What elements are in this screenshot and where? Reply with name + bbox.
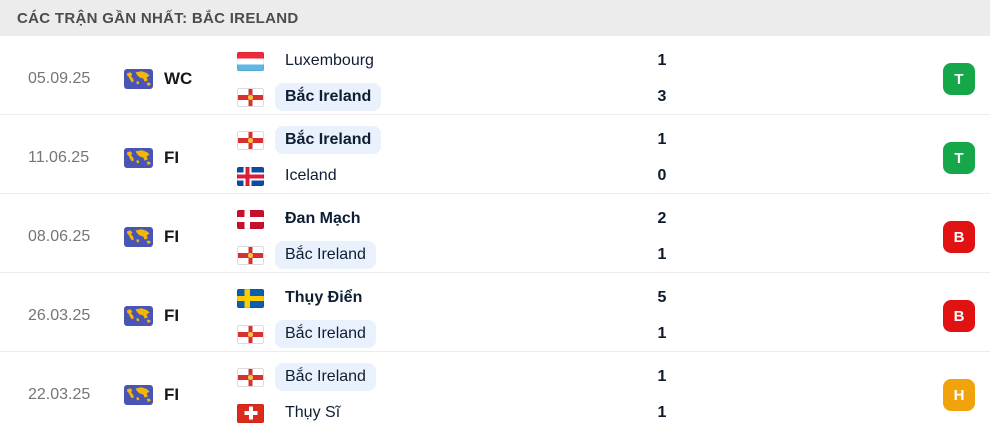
match-date: 11.06.25 [28,149,90,166]
competition-code: WC [164,69,193,88]
team-row: Luxembourg 1 [237,44,943,78]
competition: FI [124,148,237,168]
team-name: Luxembourg [285,52,374,70]
team-flag-icon [237,288,264,308]
team-score: 1 [657,52,667,69]
match-row[interactable]: 08.06.25 FI Đan Mạch 2 Bắc Irel [0,194,990,273]
widget-header: CÁC TRẬN GẦN NHẤT: BẮC IRELAND [0,0,990,36]
match-date: 26.03.25 [28,307,91,324]
match-list: 05.09.25 WC Luxembourg 1 Bắc Ir [0,36,990,430]
team-score: 1 [657,325,667,342]
team-flag-icon [237,51,264,71]
teams: Thụy Điển 5 Bắc Ireland 1 [237,281,943,351]
team-flag-icon [237,324,264,344]
recent-matches-widget: CÁC TRẬN GẦN NHẤT: BẮC IRELAND 05.09.25 … [0,0,990,407]
result-badge: H [943,379,975,411]
result-badge: B [943,300,975,332]
competition: FI [124,227,237,247]
competition-code: FI [164,148,180,167]
team-row: Đan Mạch 2 [237,202,943,236]
teams: Bắc Ireland 1 Iceland 0 [237,123,943,193]
competition: FI [124,306,237,326]
team-score: 1 [657,368,667,385]
team-row: Bắc Ireland 1 [237,360,943,394]
team-score: 2 [657,210,667,227]
competition-code: FI [164,227,180,246]
match-date: 22.03.25 [28,386,91,403]
team-score: 5 [657,289,667,306]
team-flag-icon [237,403,264,423]
result-badge: B [943,221,975,253]
team-name: Đan Mạch [285,210,361,228]
team-row: Thụy Điển 5 [237,281,943,315]
teams: Đan Mạch 2 Bắc Ireland 1 [237,202,943,272]
team-row: Iceland 0 [237,159,943,193]
teams: Luxembourg 1 Bắc Ireland 3 [237,44,943,114]
world-map-icon [124,148,153,168]
team-row: Thụy Sĩ 1 [237,396,943,430]
widget-title: CÁC TRẬN GẦN NHẤT: BẮC IRELAND [17,9,299,27]
competition-code: FI [164,306,180,325]
team-flag-icon [237,87,264,107]
team-score: 0 [657,167,667,184]
match-date: 08.06.25 [28,228,91,245]
team-name: Bắc Ireland [275,241,376,269]
competition: FI [124,385,237,405]
team-flag-icon [237,209,264,229]
team-score: 1 [657,246,667,263]
team-name: Iceland [285,167,337,185]
teams: Bắc Ireland 1 Thụy Sĩ 1 [237,360,943,430]
team-flag-icon [237,166,264,186]
team-row: Bắc Ireland 1 [237,317,943,351]
team-flag-icon [237,245,264,265]
team-flag-icon [237,130,264,150]
competition-code: FI [164,385,180,404]
team-name: Bắc Ireland [275,126,382,154]
team-name: Thụy Sĩ [285,404,341,422]
match-row[interactable]: 11.06.25 FI Bắc Ireland 1 Icela [0,115,990,194]
result-badge: T [943,63,975,95]
team-name: Bắc Ireland [275,320,376,348]
world-map-icon [124,385,153,405]
team-row: Bắc Ireland 3 [237,80,943,114]
world-map-icon [124,306,153,326]
competition: WC [124,69,237,89]
match-row[interactable]: 05.09.25 WC Luxembourg 1 Bắc Ir [0,36,990,115]
result-badge: T [943,142,975,174]
match-date: 05.09.25 [28,70,91,87]
world-map-icon [124,227,153,247]
match-row[interactable]: 26.03.25 FI Thụy Điển 5 Bắc Ire [0,273,990,352]
team-name: Bắc Ireland [275,83,382,111]
world-map-icon [124,69,153,89]
team-score: 1 [657,131,667,148]
team-name: Thụy Điển [285,289,363,307]
match-row[interactable]: 22.03.25 FI Bắc Ireland 1 Thụy [0,352,990,430]
team-flag-icon [237,367,264,387]
team-name: Bắc Ireland [275,363,376,391]
team-row: Bắc Ireland 1 [237,123,943,157]
team-row: Bắc Ireland 1 [237,238,943,272]
team-score: 3 [657,88,667,105]
